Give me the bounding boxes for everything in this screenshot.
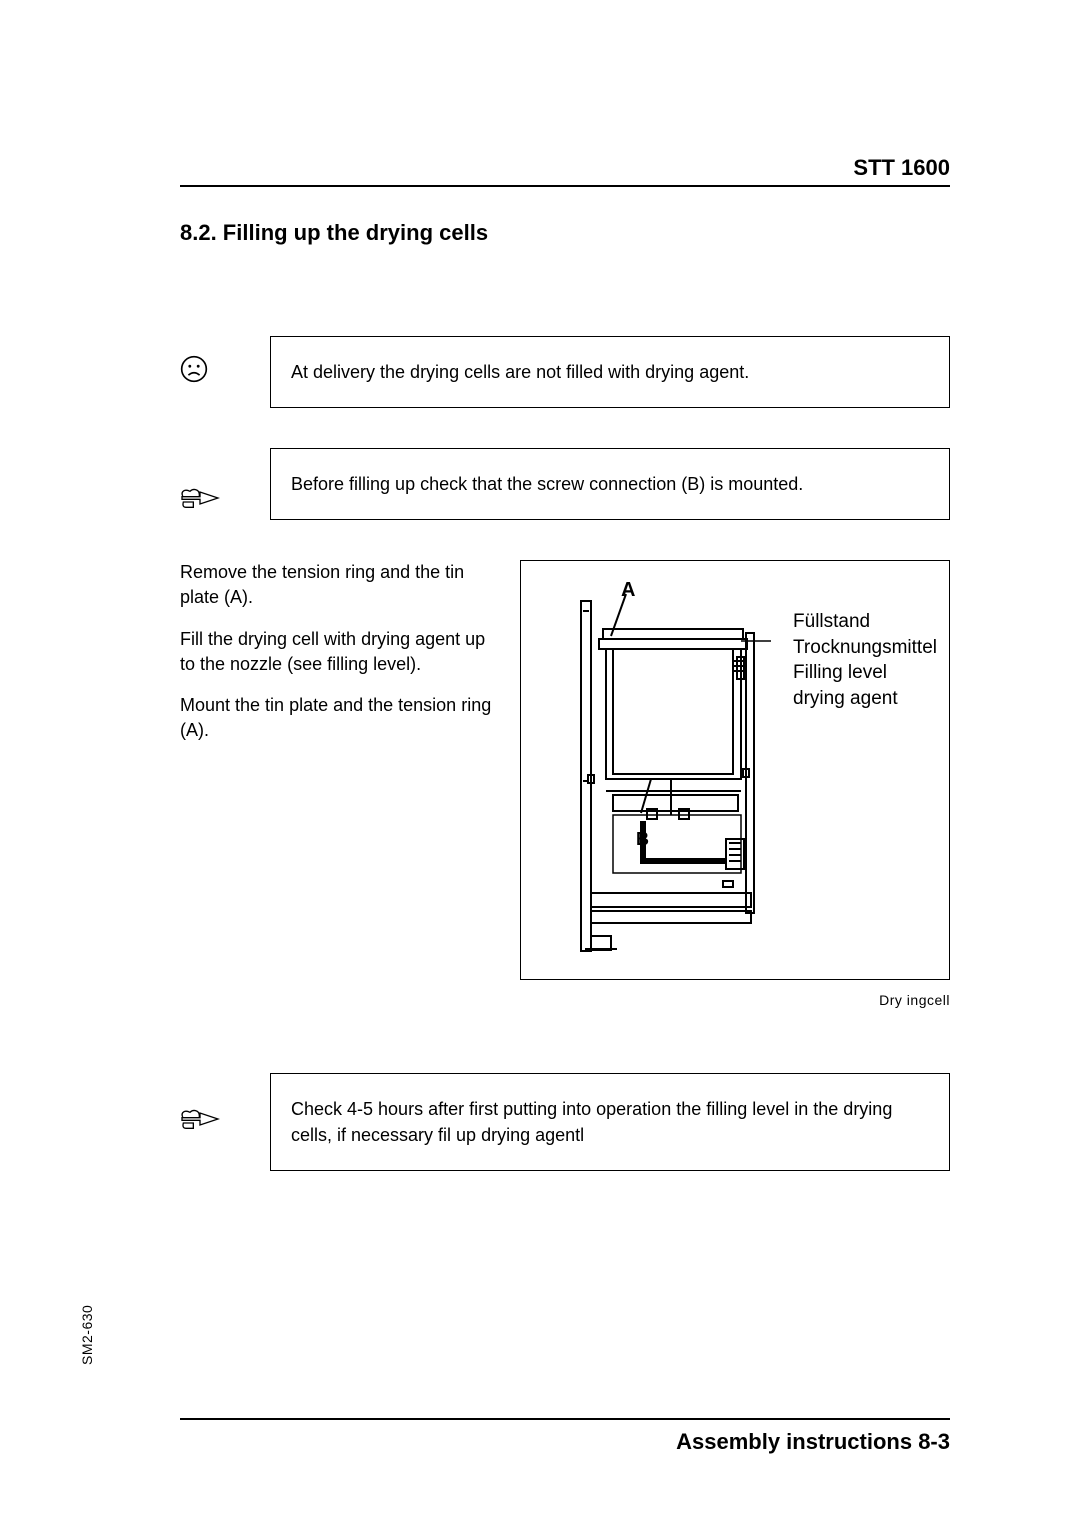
instruction-step-2: Fill the drying cell with drying agent u… [180, 627, 500, 677]
section-title: 8.2. Filling up the drying cells [180, 220, 950, 246]
header-model: STT 1600 [853, 155, 950, 181]
sad-face-icon [180, 355, 235, 390]
footer-rule [180, 1418, 950, 1420]
drying-cell-diagram [551, 591, 771, 961]
precheck-note-box: Before filling up check that the screw c… [270, 448, 950, 520]
figure-annotation-line4: drying agent [793, 688, 898, 709]
figure-annotation-line1: Füllstand [793, 611, 870, 632]
figure-label-b: B [636, 829, 649, 850]
figure-annotation: Füllstand Trocknungsmittel Filling level… [793, 609, 937, 712]
hand-point-icon [180, 1104, 235, 1141]
instruction-step-3: Mount the tin plate and the tension ring… [180, 693, 500, 743]
instruction-text-column: Remove the tension ring and the tin plat… [180, 560, 500, 1008]
document-page: STT 1600 8.2. Filling up the drying cell… [0, 0, 1080, 1525]
warning-note-box: At delivery the drying cells are not fil… [270, 336, 950, 408]
header-rule [180, 185, 950, 187]
footer-text: Assembly instructions 8-3 [676, 1429, 950, 1455]
side-code: SM2-630 [79, 1305, 95, 1365]
hand-point-icon [180, 483, 235, 520]
figure-column: A [520, 560, 950, 1008]
figure-caption: Dry ingcell [520, 992, 950, 1008]
precheck-note-row: Before filling up check that the screw c… [180, 448, 950, 520]
body-row: Remove the tension ring and the tin plat… [180, 560, 950, 1008]
figure-annotation-line3: Filling level [793, 662, 887, 683]
content-area: At delivery the drying cells are not fil… [180, 336, 950, 1171]
postcheck-note-row: Check 4-5 hours after first putting into… [180, 1073, 950, 1171]
instruction-step-1: Remove the tension ring and the tin plat… [180, 560, 500, 610]
postcheck-note-box: Check 4-5 hours after first putting into… [270, 1073, 950, 1171]
warning-note-row: At delivery the drying cells are not fil… [180, 336, 950, 408]
figure-annotation-line2: Trocknungsmittel [793, 637, 937, 658]
figure-frame: A [520, 560, 950, 980]
